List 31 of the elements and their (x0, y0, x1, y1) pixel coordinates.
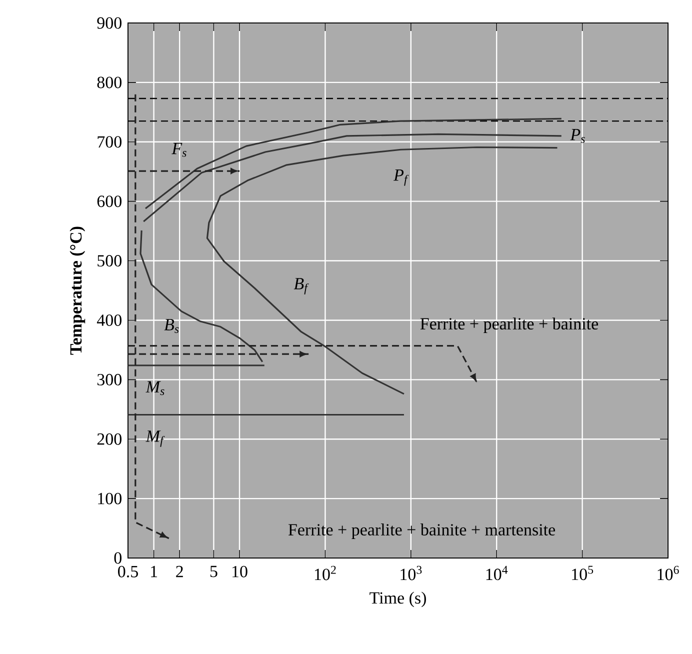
x-tick-label: 10$^{3}$ (400, 566, 422, 580)
y-axis-title: Temperature (°C) (70, 226, 86, 355)
x-tick-label: 5 (210, 566, 218, 578)
series-label: M$_{f}$ (146, 430, 165, 447)
y-tick-label: 900 (97, 17, 122, 29)
y-tick-label: 200 (97, 433, 122, 445)
annotation: B$_{f}$ (294, 278, 309, 294)
y-tick-label: 400 (96, 314, 122, 326)
annotation: Ferrite + pearlite + bainite + martensite (288, 524, 556, 539)
x-axis-title: Time (s) (370, 592, 426, 608)
y-tick-label: 600 (97, 196, 122, 208)
y-tick-label: 500 (98, 255, 122, 267)
x-tick-label: 10 (232, 566, 248, 578)
y-tick-label: 100 (98, 492, 122, 504)
y-tick-label: 300 (97, 374, 122, 386)
series-label: P$_{f}$ (394, 169, 409, 186)
x-tick-label: 10$^{4}$ (486, 566, 508, 580)
series-label: F$_{s}$ (172, 142, 186, 157)
x-tick-label: 10$^{5}$ (572, 566, 594, 580)
x-tick-label: 2 (176, 566, 183, 578)
y-tick-label: 800 (97, 76, 122, 88)
series-label: B$_{s}$ (164, 319, 179, 334)
x-tick-label: 10$^{6}$ (658, 566, 679, 580)
y-tick-label: 700 (98, 136, 122, 148)
x-tick-label: 1 (151, 566, 158, 578)
series-label: P$_{s}$ (570, 129, 585, 143)
x-tick-label: 10$^{2}$ (314, 566, 336, 580)
annotation: Ferrite + pearlite + bainite (420, 318, 598, 333)
x-tick-label: 0.5 (118, 566, 138, 578)
series-label: M$_{s}$ (146, 381, 164, 396)
y-tick-label: 0 (114, 552, 122, 564)
